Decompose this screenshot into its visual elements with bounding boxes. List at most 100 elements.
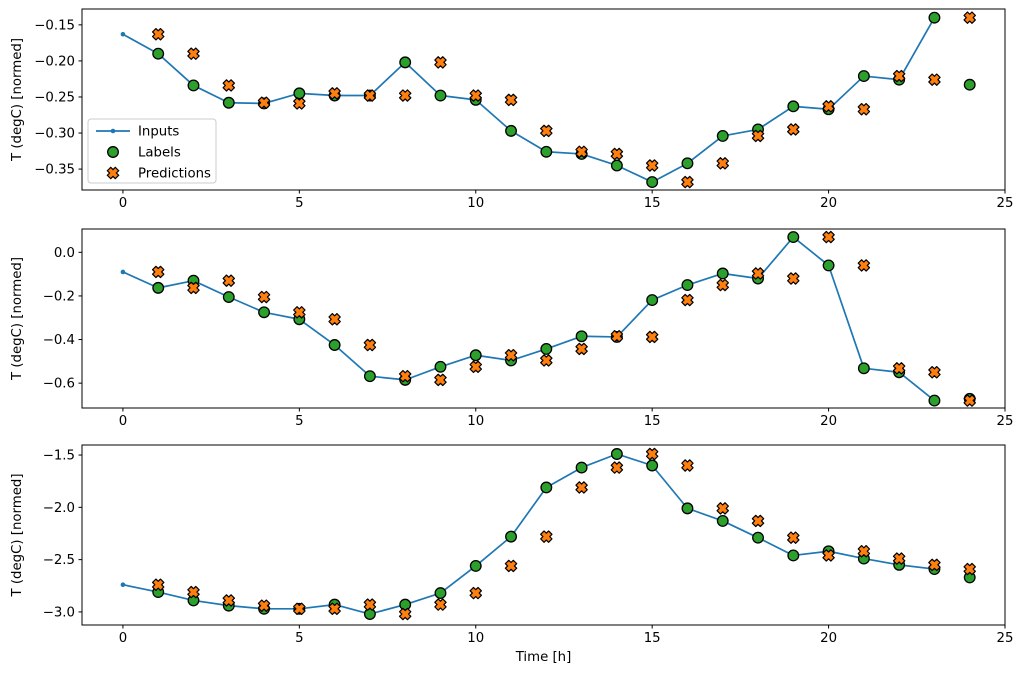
prediction-x-marker	[751, 514, 765, 528]
prediction-x-marker	[504, 559, 518, 573]
axes-frame	[81, 444, 1006, 626]
label-circle-marker	[363, 370, 376, 383]
prediction-x-marker	[293, 602, 306, 616]
y-axis-label: T (degC) [normed]	[10, 257, 25, 381]
inputs-series	[120, 15, 937, 185]
x-tick-label: 25	[997, 414, 1014, 429]
prediction-x-marker	[681, 293, 694, 307]
prediction-x-marker	[645, 159, 659, 172]
predictions-series	[151, 447, 976, 621]
inputs-line	[122, 17, 936, 183]
legend-label: Inputs	[138, 125, 179, 140]
y-axis-label: T (degC) [normed]	[10, 473, 25, 597]
axes-frame	[81, 228, 1006, 409]
prediction-x-marker	[963, 11, 976, 24]
prediction-x-marker	[610, 461, 624, 474]
prediction-x-marker	[575, 342, 588, 356]
label-circle-marker	[752, 531, 764, 544]
x-tick-label: 0	[119, 631, 127, 646]
prediction-x-marker	[751, 129, 765, 143]
y-tick-label: −0.4	[43, 333, 75, 348]
prediction-x-marker	[645, 447, 659, 461]
predictions-series	[151, 230, 976, 407]
x-tick-label: 25	[997, 196, 1014, 211]
label-circle-marker	[399, 598, 412, 611]
prediction-x-marker	[187, 47, 200, 60]
prediction-x-marker	[434, 56, 447, 69]
label-circle-marker	[575, 461, 588, 474]
label-circle-marker	[505, 530, 517, 543]
prediction-x-marker	[787, 123, 800, 136]
prediction-x-marker	[540, 354, 553, 367]
label-circle-marker	[187, 79, 200, 92]
prediction-x-marker	[257, 599, 271, 612]
inputs-dot-marker	[120, 31, 126, 37]
prediction-x-marker	[363, 338, 377, 352]
y-tick-label: −3.0	[43, 605, 75, 620]
label-circle-marker	[610, 448, 623, 460]
label-circle-marker	[646, 294, 659, 307]
prediction-x-marker	[328, 313, 341, 326]
prediction-x-marker	[716, 157, 729, 170]
label-circle-marker	[222, 96, 235, 109]
labels-series	[152, 448, 976, 620]
legend: Inputs Labels Predictions	[87, 118, 217, 184]
prediction-x-marker	[151, 265, 165, 279]
label-circle-marker	[434, 360, 447, 373]
label-circle-marker	[469, 349, 482, 362]
subplot-3: 0 5 10 15 20 25 −1.5 −2.0 −2.5 −3.0 T (degC) [norm…	[10, 444, 1013, 665]
subplot-2: 0 5 10 15 20 25 0.0 −0.2 −0.4 −0.6 T (degC) [norme…	[10, 228, 1014, 429]
label-circle-marker	[716, 514, 729, 527]
inputs-series	[120, 234, 937, 403]
label-circle-marker	[822, 259, 835, 272]
prediction-x-marker	[398, 607, 412, 621]
subplot-1: 0 5 10 15 20 25 −0.15 −0.20 −0.25 −0.30 −0.35 T (de…	[10, 8, 1014, 211]
y-tick-label: −0.15	[34, 18, 75, 33]
prediction-x-marker	[892, 362, 906, 375]
prediction-x-marker	[151, 27, 165, 41]
prediction-x-marker	[751, 267, 765, 280]
x-tick-label: 5	[295, 414, 303, 429]
prediction-x-marker	[363, 598, 377, 611]
label-circle-marker	[434, 89, 447, 102]
prediction-x-marker	[504, 348, 518, 362]
prediction-x-marker	[328, 87, 341, 100]
prediction-x-marker	[469, 586, 483, 600]
prediction-x-marker	[469, 89, 483, 102]
label-circle-marker	[152, 281, 165, 294]
inputs-dot-marker	[120, 269, 126, 275]
prediction-x-marker	[645, 330, 659, 344]
y-tick-label: −0.6	[43, 377, 75, 392]
prediction-x-marker	[398, 369, 412, 383]
prediction-x-marker	[540, 530, 553, 543]
prediction-x-marker	[787, 531, 800, 544]
x-tick-label: 10	[467, 414, 484, 429]
prediction-x-marker	[857, 259, 871, 272]
prediction-x-marker	[610, 147, 624, 161]
label-circle-marker	[399, 56, 412, 69]
legend-item-labels: Labels	[107, 146, 181, 161]
prediction-x-marker	[928, 365, 941, 379]
label-circle-marker	[469, 559, 482, 572]
label-circle-marker	[293, 87, 306, 100]
label-circle-marker	[434, 587, 447, 600]
legend-label: Labels	[138, 146, 181, 161]
x-tick-label: 0	[119, 414, 127, 429]
prediction-x-marker	[681, 459, 694, 472]
label-circle-marker	[857, 70, 870, 83]
prediction-x-marker	[928, 558, 941, 572]
x-axis-label: Time [h]	[515, 650, 572, 665]
prediction-x-marker	[822, 230, 835, 244]
label-circle-marker	[857, 362, 870, 375]
prediction-x-marker	[222, 594, 236, 607]
inputs-dot-marker	[120, 582, 126, 588]
label-circle-marker	[540, 145, 553, 158]
prediction-x-marker	[610, 330, 624, 343]
y-tick-label: −0.20	[34, 54, 75, 69]
prediction-x-marker	[928, 73, 941, 86]
legend-circle-sample	[107, 146, 119, 158]
label-circle-marker	[328, 339, 341, 351]
prediction-x-marker	[575, 145, 588, 159]
x-tick-label: 20	[820, 414, 837, 429]
x-tick-label: 15	[644, 631, 661, 646]
